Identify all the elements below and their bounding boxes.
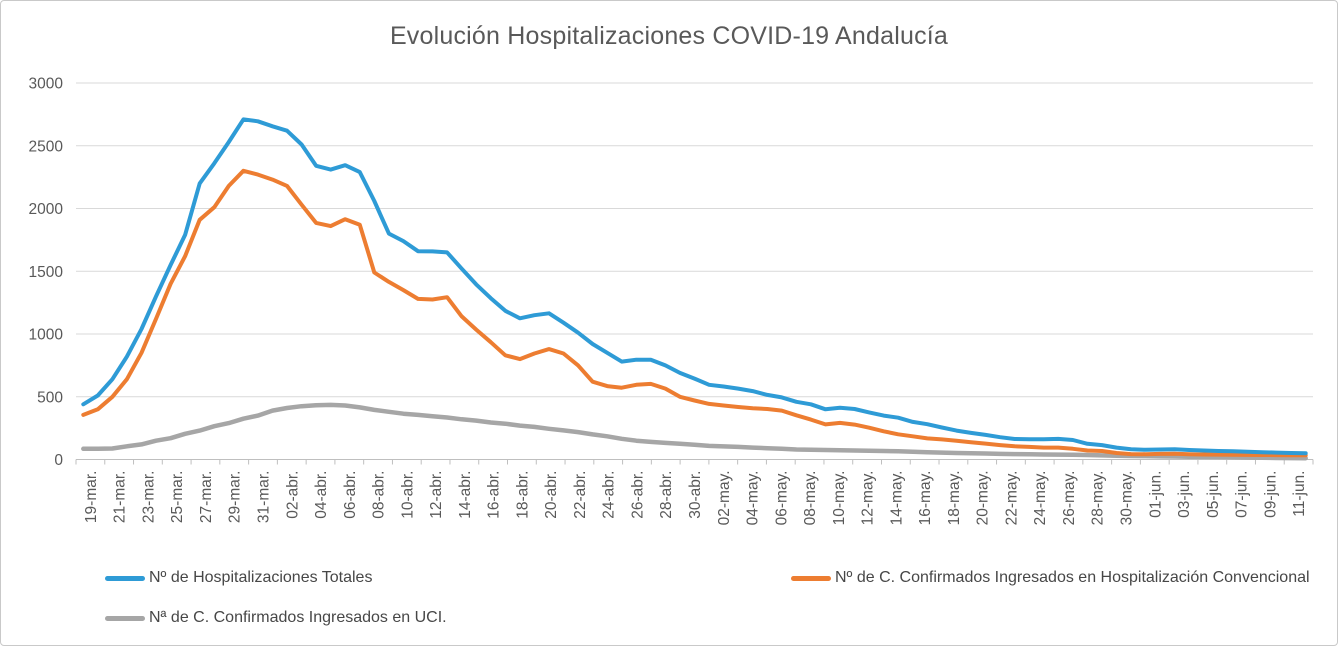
x-axis-tick-label: 26-may. [1061, 471, 1078, 526]
y-axis-tick-label: 0 [54, 452, 63, 469]
x-axis-tick-label: 20-abr. [543, 471, 560, 519]
x-axis-tick-label: 02-may. [716, 471, 733, 526]
y-axis-tick-label: 1000 [29, 327, 64, 344]
x-axis-tick-label: 14-abr. [457, 471, 474, 519]
x-axis-tick-label: 16-may. [917, 471, 934, 526]
legend-label: Nª de C. Confirmados Ingresados en UCI. [149, 609, 447, 626]
legend-item-hospitalizacion-convencional[interactable]: Nº de C. Confirmados Ingresados en Hospi… [791, 567, 1310, 589]
series-line-0 [81, 117, 1308, 456]
x-axis-tick-label: 06-abr. [342, 471, 359, 519]
y-axis-tick-label: 1500 [29, 264, 64, 281]
x-axis-tick-label: 30-abr. [687, 471, 704, 519]
legend-item-hospitalizaciones-totales[interactable]: Nº de Hospitalizaciones Totales [105, 567, 372, 589]
x-axis-tick-label: 09-jun. [1262, 471, 1279, 518]
x-axis-tick-label: 12-may. [860, 471, 877, 526]
x-axis-tick-label: 26-abr. [629, 471, 646, 519]
x-axis-tick-label: 24-abr. [601, 471, 618, 519]
x-axis-tick-label: 16-abr. [486, 471, 503, 519]
line-chart-plot-area: 0 500 1000 1500 2000 2500 3000 19-mar. 21-mar. 23… [29, 76, 1314, 526]
legend-label: Nº de Hospitalizaciones Totales [149, 569, 373, 586]
x-axis-tick-label: 10-may. [831, 471, 848, 526]
x-axis-tick-label: 25-mar. [169, 471, 186, 524]
x-axis-tick-label: 14-may. [888, 471, 905, 526]
x-axis-tick-label: 04-abr. [313, 471, 330, 519]
x-axis-tick-label: 06-may. [773, 471, 790, 526]
x-axis-tick-label: 08-may. [802, 471, 819, 526]
x-axis-tick-label: 23-mar. [140, 471, 157, 524]
chart-title: Evolución Hospitalizaciones COVID-19 And… [389, 22, 949, 50]
legend-line-swatch-blue [105, 575, 145, 581]
x-axis-tick-label: 30-may. [1119, 471, 1136, 526]
legend-line-swatch-gray [105, 615, 145, 621]
x-axis-tick-label: 28-abr. [658, 471, 675, 519]
y-axis-tick-label: 500 [37, 389, 63, 406]
x-axis-tick-label: 02-abr. [284, 471, 301, 519]
x-axis-tick-label: 31-mar. [255, 471, 272, 524]
x-axis-tick-label: 03-jun. [1176, 471, 1193, 518]
legend-label: Nº de C. Confirmados Ingresados en Hospi… [835, 569, 1310, 586]
x-axis-tick-label: 29-mar. [227, 471, 244, 524]
legend-item-uci[interactable]: Nª de C. Confirmados Ingresados en UCI. [105, 607, 447, 629]
x-axis-tick-label: 10-abr. [399, 471, 416, 519]
x-axis-tick-label: 07-jun. [1234, 471, 1251, 518]
x-axis-tick-label: 19-mar. [83, 471, 100, 524]
series-line-2 [81, 402, 1308, 461]
x-axis-tick-label: 04-may. [745, 471, 762, 526]
x-axis-tick-label: 01-jun. [1147, 471, 1164, 518]
x-axis-tick-label: 24-may. [1032, 471, 1049, 526]
x-axis-tick-label: 27-mar. [198, 471, 215, 524]
x-axis-tick-label: 08-abr. [371, 471, 388, 519]
x-axis-tick-label: 20-may. [975, 471, 992, 526]
x-axis-tick-label: 21-mar. [112, 471, 129, 524]
x-axis-tick-label: 12-abr. [428, 471, 445, 519]
y-axis-tick-label: 2500 [29, 138, 64, 155]
y-axis-tick-label: 3000 [29, 76, 64, 93]
x-axis-tick-label: 22-abr. [572, 471, 589, 519]
legend-line-swatch-orange [791, 575, 831, 581]
series-line-1 [81, 168, 1308, 458]
x-axis-tick-label: 22-may. [1003, 471, 1020, 526]
x-axis-tick-label: 05-jun. [1205, 471, 1222, 518]
x-axis-tick-label: 18-may. [946, 471, 963, 526]
x-axis-tick-label: 11-jun. [1291, 471, 1308, 517]
x-axis-tick-label: 28-may. [1090, 471, 1107, 526]
y-axis-tick-label: 2000 [29, 201, 64, 218]
x-axis-tick-label: 18-abr. [514, 471, 531, 519]
